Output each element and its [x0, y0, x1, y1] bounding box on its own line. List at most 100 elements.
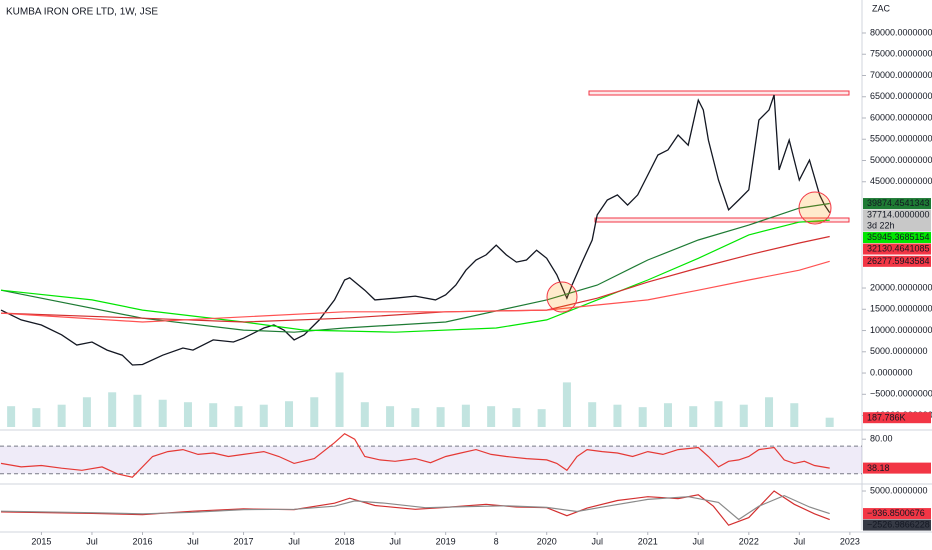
x-tick-label: 2015 — [31, 536, 51, 546]
volume-bar — [108, 392, 117, 427]
x-tick-label: Jul — [187, 536, 199, 546]
value-tag-label: 37714.0000000 — [867, 210, 930, 220]
x-tick-label: Jul — [389, 536, 401, 546]
x-tick-label: Jul — [591, 536, 603, 546]
volume-bar — [285, 401, 294, 427]
volume-bar — [32, 408, 41, 427]
value-tag — [863, 412, 931, 424]
volume-bar — [386, 406, 395, 427]
value-tag-label: 187.786K — [867, 412, 906, 422]
x-tick-label: 2017 — [234, 536, 254, 546]
volume-bar — [158, 399, 167, 427]
x-tick-label: Jul — [693, 536, 705, 546]
y-tick-label: 0.0000000 — [870, 367, 913, 377]
series-line — [0, 235, 830, 323]
y-tick-label: 45000.0000000 — [870, 176, 932, 186]
value-tag — [863, 255, 931, 267]
series-line — [0, 260, 830, 323]
y-tick-label: 15000.0000000 — [870, 304, 932, 314]
volume-bar — [537, 409, 546, 427]
series-line — [0, 432, 830, 478]
x-tick-label: 8 — [494, 536, 499, 546]
series-line — [0, 219, 830, 333]
x-tick-label: Jul — [86, 536, 98, 546]
volume-bar — [7, 406, 16, 427]
value-tag — [863, 462, 931, 474]
volume-bar — [562, 382, 571, 427]
volume-bar — [234, 406, 243, 427]
y-tick-label: 80000.0000000 — [870, 27, 932, 37]
value-tag-label: −936.8500676 — [867, 508, 925, 518]
x-tick-label: 2018 — [335, 536, 355, 546]
volume-bar — [360, 402, 369, 427]
y-tick-label: 60000.0000000 — [870, 112, 932, 122]
value-tag-label: 39874.4541343 — [867, 198, 930, 208]
symbol-title: KUMBA IRON ORE LTD, 1W, JSE — [6, 7, 158, 18]
resistance-zone — [588, 90, 850, 96]
value-tag-label: 35945.3685154 — [867, 232, 930, 242]
volume-bar — [613, 404, 622, 427]
y-tick-label: 5000.0000000 — [870, 485, 928, 495]
value-tag — [863, 508, 931, 520]
volume-bar — [259, 404, 268, 427]
rsi-band — [0, 446, 862, 474]
volume-bar — [310, 397, 319, 427]
value-tag — [863, 198, 931, 210]
value-tag — [863, 232, 931, 244]
y-tick-label: 55000.0000000 — [870, 134, 932, 144]
volume-bar — [638, 407, 647, 427]
volume-bar — [82, 397, 91, 427]
currency-label: ZAC — [872, 3, 891, 13]
countdown-label: 3d 22h — [867, 220, 895, 230]
y-tick-label: 65000.0000000 — [870, 91, 932, 101]
x-tick-label: 2019 — [436, 536, 456, 546]
support-zone — [594, 217, 850, 223]
y-tick-label: 10000.0000000 — [870, 325, 932, 335]
value-tag — [863, 209, 931, 232]
y-tick-label: 20000.0000000 — [870, 282, 932, 292]
volume-bar — [689, 406, 698, 427]
value-tag-label: 26277.5943584 — [867, 256, 930, 266]
volume-bar — [487, 406, 496, 427]
volume-bar — [461, 404, 470, 427]
value-tag-label: 32130.4641085 — [867, 244, 930, 254]
x-tick-label: 2016 — [132, 536, 152, 546]
volume-bar — [512, 408, 521, 427]
volume-bar — [436, 407, 445, 427]
volume-bar — [57, 404, 66, 427]
x-tick-label: 2023 — [840, 536, 860, 546]
series-line — [0, 94, 831, 366]
volume-bar — [411, 408, 420, 427]
x-tick-label: Jul — [288, 536, 300, 546]
x-tick-label: 2022 — [739, 536, 759, 546]
y-tick-label: 75000.0000000 — [870, 49, 932, 59]
y-tick-label: 50000.0000000 — [870, 155, 932, 165]
y-tick-label: 70000.0000000 — [870, 70, 932, 80]
value-tag — [863, 243, 931, 255]
series-line — [0, 494, 830, 521]
value-tag — [863, 519, 931, 531]
volume-bar — [663, 403, 672, 427]
volume-bar — [714, 401, 723, 427]
value-tag-label: −2526.9866228 — [867, 520, 930, 530]
highlight-circle — [798, 191, 832, 225]
volume-bar — [209, 403, 218, 427]
highlight-circle — [546, 281, 578, 313]
x-tick-label: 2020 — [537, 536, 557, 546]
plot-layer: 2015 Jul 2016 Jul 2017 Jul 2018 Jul 2019 8 2020 Jul… — [0, 27, 932, 546]
value-tag-label: 38.18 — [867, 463, 890, 473]
y-tick-label: −5000.0000000 — [870, 389, 932, 399]
volume-bar — [335, 372, 344, 427]
volume-bar — [790, 403, 799, 427]
y-tick-label: 80.00 — [870, 434, 893, 444]
series-line — [0, 202, 830, 333]
volume-bar — [765, 397, 774, 427]
x-tick-label: 2021 — [638, 536, 658, 546]
volume-bar — [825, 417, 834, 427]
volume-bar — [739, 404, 748, 427]
volume-bar — [133, 394, 142, 427]
y-tick-label: 5000.0000000 — [870, 346, 928, 356]
volume-bar — [588, 402, 597, 427]
